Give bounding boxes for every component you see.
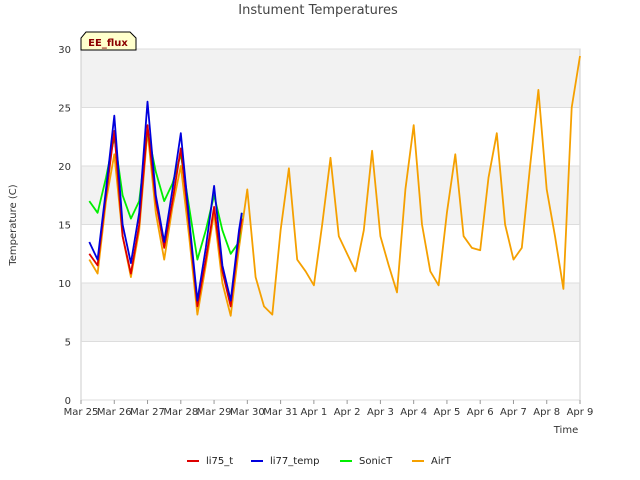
x-tick-label: Mar 29 xyxy=(197,407,232,418)
badge: EE_flux xyxy=(80,31,137,51)
x-tick-label: Apr 4 xyxy=(400,407,427,418)
x-tick-label: Apr 2 xyxy=(334,407,361,418)
x-tick-label: Mar 31 xyxy=(263,407,298,418)
legend-label-li75_t: li75_t xyxy=(206,456,233,467)
badge-label: EE_flux xyxy=(88,38,128,49)
badge-box xyxy=(80,31,137,51)
series-layer xyxy=(88,55,581,317)
y-tick-label: 0 xyxy=(65,396,71,407)
gridlines xyxy=(81,48,580,401)
x-tick-label: Mar 27 xyxy=(130,407,165,418)
x-tick-label: Apr 8 xyxy=(533,407,560,418)
series-line-li77_temp xyxy=(88,100,243,302)
grid-band xyxy=(81,166,580,225)
x-tick-label: Apr 3 xyxy=(367,407,394,418)
legend-label-li77_temp: li77_temp xyxy=(270,456,319,467)
y-tick-label: 15 xyxy=(58,221,71,232)
x-tick-label: Apr 7 xyxy=(500,407,527,418)
x-tick-label: Mar 25 xyxy=(64,407,99,418)
y-tick-label: 5 xyxy=(65,338,71,349)
legend: li75_t li77_temp SonicT AirT xyxy=(187,456,452,467)
y-tick-label: 25 xyxy=(58,104,71,115)
x-tick-label: Apr 1 xyxy=(300,407,327,418)
x-axis-label: Time xyxy=(553,425,578,436)
x-tick-label: Mar 30 xyxy=(230,407,265,418)
x-tick-label: Mar 26 xyxy=(97,407,132,418)
x-tick-label: Apr 5 xyxy=(434,407,461,418)
x-tick-label: Mar 28 xyxy=(163,407,198,418)
grid-band xyxy=(81,49,580,108)
legend-label-SonicT: SonicT xyxy=(359,456,393,467)
chart-title: Instument Temperatures xyxy=(238,3,398,18)
x-tick-label: Apr 6 xyxy=(467,407,494,418)
y-tick-label: 30 xyxy=(58,45,71,56)
legend-label-AirT: AirT xyxy=(431,456,452,467)
series-line-AirT xyxy=(88,55,581,317)
y-axis-label: Temperature (C) xyxy=(8,184,19,266)
grid-band xyxy=(81,283,580,342)
y-axis-ticks: 0 5 10 15 20 25 30 xyxy=(58,45,71,407)
y-tick-label: 20 xyxy=(58,162,71,173)
y-tick-label: 10 xyxy=(58,279,71,290)
x-tick-label: Apr 9 xyxy=(567,407,594,418)
